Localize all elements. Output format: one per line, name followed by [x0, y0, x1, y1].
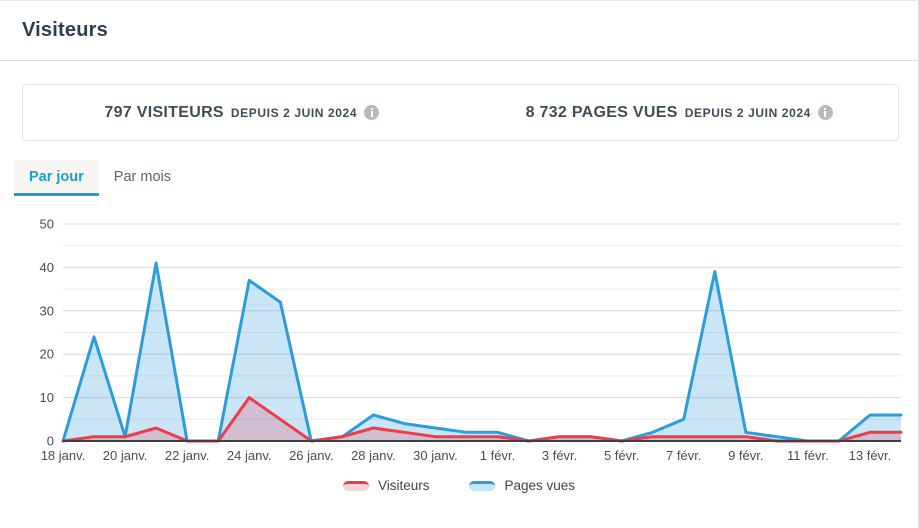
svg-text:9 févr.: 9 févr. [728, 448, 763, 463]
panel-header: Visiteurs [0, 1, 918, 61]
page-title: Visiteurs [22, 19, 108, 41]
stat-visitors: 797 VISITEURS DEPUIS 2 JUIN 2024 [23, 104, 461, 122]
svg-text:11 févr.: 11 févr. [787, 448, 829, 463]
pages-vues-swatch-icon [469, 480, 496, 491]
svg-text:28 janv.: 28 janv. [351, 448, 396, 463]
svg-text:18 janv.: 18 janv. [41, 448, 86, 463]
visiteurs-swatch-icon [342, 480, 369, 491]
svg-text:13 févr.: 13 févr. [849, 448, 892, 463]
svg-text:0: 0 [47, 434, 54, 449]
legend-item-pages-vues[interactable]: Pages vues [469, 478, 575, 493]
svg-text:20: 20 [40, 347, 54, 362]
stat-pageviews: 8 732 PAGES VUES DEPUIS 2 JUIN 2024 [461, 104, 899, 122]
stat-pageviews-value: 8 732 PAGES VUES [525, 103, 678, 121]
stat-visitors-period: DEPUIS 2 JUIN 2024 [230, 105, 358, 120]
legend-label: Visiteurs [377, 478, 430, 493]
svg-text:30: 30 [40, 303, 54, 318]
visitors-chart-svg: 0 10 20 30 40 50 18 janv. 20 janv. 22 janv. 24 ja… [40, 217, 903, 463]
info-icon[interactable] [364, 105, 380, 120]
svg-text:24 janv.: 24 janv. [227, 448, 272, 463]
tab-par-mois[interactable]: Par mois [113, 169, 172, 185]
svg-text:50: 50 [40, 217, 54, 232]
svg-text:30 janv.: 30 janv. [413, 448, 458, 463]
svg-text:3 févr.: 3 févr. [542, 448, 577, 463]
legend-item-visiteurs[interactable]: Visiteurs [342, 478, 430, 493]
stat-pageviews-period: DEPUIS 2 JUIN 2024 [684, 105, 811, 120]
svg-text:40: 40 [40, 260, 54, 275]
svg-text:1 févr.: 1 févr. [480, 448, 515, 463]
svg-text:26 janv.: 26 janv. [289, 448, 334, 463]
stat-visitors-value: 797 VISITEURS [104, 103, 224, 121]
svg-text:20 janv.: 20 janv. [103, 448, 148, 463]
info-icon[interactable] [817, 105, 833, 120]
svg-text:22 janv.: 22 janv. [165, 448, 210, 463]
stats-summary-box: 797 VISITEURS DEPUIS 2 JUIN 2024 8 732 P… [22, 84, 899, 141]
legend-label: Pages vues [504, 478, 576, 493]
period-tabs: Par jour Par mois [14, 160, 918, 196]
visitors-chart: 0 10 20 30 40 50 18 janv. 20 janv. 22 janv. 24 ja… [0, 202, 918, 470]
svg-text:5 févr.: 5 févr. [604, 448, 639, 463]
svg-text:10: 10 [40, 390, 54, 405]
chart-legend: Visiteurs Pages vues [0, 478, 918, 493]
tab-par-jour[interactable]: Par jour [14, 160, 99, 196]
svg-text:7 févr.: 7 févr. [666, 448, 701, 463]
